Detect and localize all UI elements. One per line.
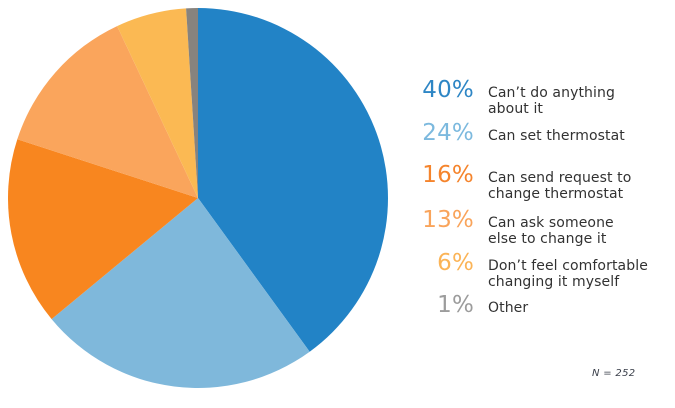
- legend-label: Can set thermostat: [488, 128, 625, 144]
- legend-row: 6% Don’t feel comfortable changing it my…: [418, 250, 648, 290]
- legend-percent: 6%: [437, 250, 474, 276]
- legend-percent: 1%: [437, 292, 474, 318]
- legend-percent: 16%: [422, 162, 474, 188]
- legend-row: 1% Other: [418, 292, 528, 319]
- sample-size-note: N = 252: [592, 368, 636, 379]
- legend-percent: 40%: [422, 77, 474, 103]
- pie-slice-1pct: [186, 8, 198, 198]
- pie-slice-40pct: [198, 8, 388, 352]
- legend-percent: 24%: [422, 120, 474, 146]
- legend-row: 16% Can send request to change thermosta…: [418, 162, 631, 202]
- legend-label: Can ask someone else to change it: [488, 215, 614, 247]
- pie-chart: [8, 8, 388, 388]
- legend-row: 13% Can ask someone else to change it: [418, 207, 614, 247]
- chart-legend: 40% Can’t do anything about it 24% Can s…: [418, 0, 675, 408]
- legend-label: Can’t do anything about it: [488, 85, 615, 117]
- legend-label: Don’t feel comfortable changing it mysel…: [488, 258, 648, 290]
- legend-label: Can send request to change thermostat: [488, 170, 632, 202]
- pie-slice-16pct: [8, 139, 199, 320]
- pie-slice-13pct: [17, 26, 198, 198]
- legend-row: 24% Can set thermostat: [418, 120, 625, 147]
- pie-slice-24pct: [51, 198, 310, 388]
- legend-row: 40% Can’t do anything about it: [418, 77, 615, 117]
- pie-slice-6pct: [117, 8, 198, 199]
- legend-label: Other: [488, 300, 529, 316]
- legend-percent: 13%: [422, 207, 474, 233]
